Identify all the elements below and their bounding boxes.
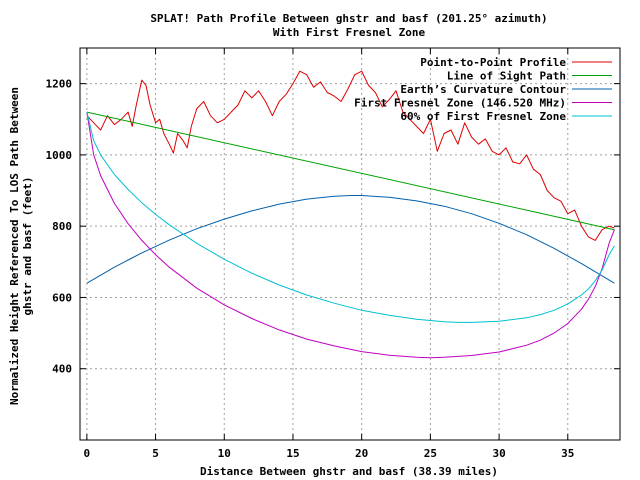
legend-label: Point-to-Point Profile xyxy=(420,56,566,69)
legend-label: Line of Sight Path xyxy=(447,70,566,83)
series-layer xyxy=(86,70,615,359)
x-tick-label: 15 xyxy=(286,447,299,460)
legend-label: First Fresnel Zone (146.520 MHz) xyxy=(354,97,566,110)
y-axis-label-line1: Normalized Height Referenced To LOS Path… xyxy=(8,87,21,405)
x-tick-label: 5 xyxy=(152,447,159,460)
tick-layer: 0 5 10 15 20 25 30 35 400 600 800 1000 1200 xyxy=(46,48,620,460)
y-tick-label: 600 xyxy=(52,291,72,304)
x-tick-label: 30 xyxy=(492,447,505,460)
y-tick-label: 400 xyxy=(52,363,72,376)
x-tick-label: 20 xyxy=(355,447,368,460)
y-tick-label: 800 xyxy=(52,220,72,233)
x-axis-label: Distance Between ghstr and basf (38.39 m… xyxy=(200,465,498,478)
y-axis-label-line2: ghstr and basf (feet) xyxy=(21,176,34,315)
y-tick-label: 1200 xyxy=(46,78,73,91)
x-tick-label: 25 xyxy=(424,447,437,460)
plot-frame xyxy=(79,47,621,441)
x-tick-label: 0 xyxy=(84,447,91,460)
chart-title-line1: SPLAT! Path Profile Between ghstr and ba… xyxy=(150,12,547,25)
y-tick-label: 1000 xyxy=(46,149,73,162)
legend-label: Earth’s Curvature Contour xyxy=(400,83,566,96)
x-tick-label: 10 xyxy=(218,447,231,460)
chart-title-line2: With First Fresnel Zone xyxy=(273,26,426,39)
series-line-line-of-sight-path xyxy=(86,111,615,231)
grid-layer xyxy=(80,48,620,440)
x-tick-label: 35 xyxy=(561,447,574,460)
series-line-earth-s-curvature-contour xyxy=(86,195,615,284)
legend-label: 60% of First Fresnel Zone xyxy=(400,110,566,123)
series-line-60-of-first-fresnel-zone xyxy=(86,111,615,323)
series-line-first-fresnel-zone-146-520-mhz xyxy=(86,112,615,359)
